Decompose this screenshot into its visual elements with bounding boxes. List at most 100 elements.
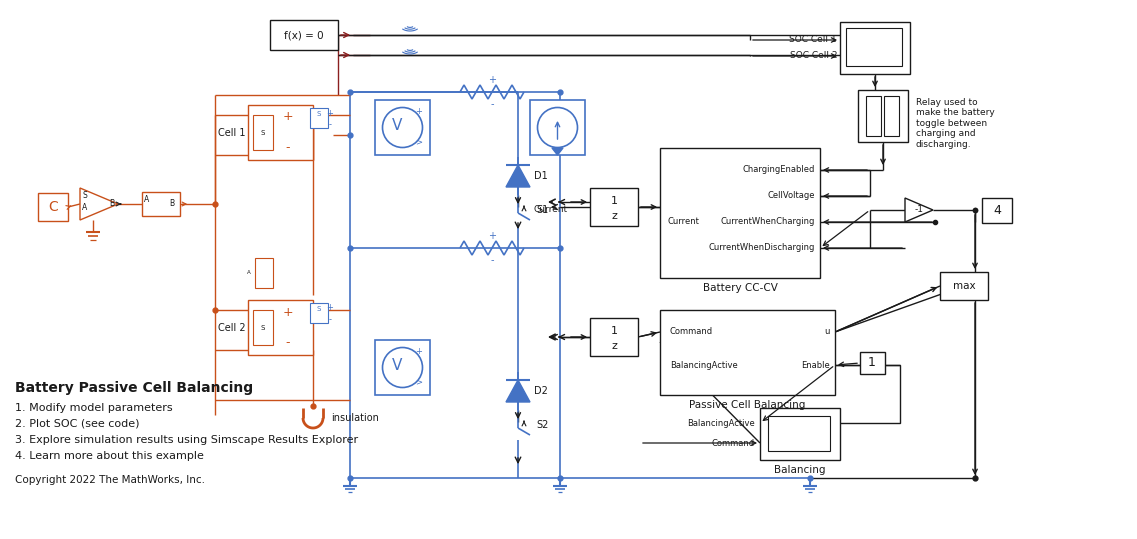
Text: -: -	[490, 99, 493, 109]
Text: SOC Cell 1: SOC Cell 1	[789, 36, 837, 45]
Text: 1. Modify model parameters: 1. Modify model parameters	[15, 403, 173, 413]
Text: -: -	[285, 142, 290, 155]
Text: S2: S2	[536, 420, 548, 430]
Text: Relay used to
make the battery
toggle between
charging and
discharging.: Relay used to make the battery toggle be…	[916, 98, 995, 149]
Bar	[883, 96, 899, 136]
Text: SOC Cell 2: SOC Cell 2	[789, 52, 837, 60]
Text: CurrentWhenCharging: CurrentWhenCharging	[721, 218, 815, 226]
Bar	[846, 28, 902, 66]
Text: 3. Explore simulation results using Simscape Results Explorer: 3. Explore simulation results using Sims…	[15, 435, 358, 445]
Text: S: S	[83, 191, 88, 201]
Text: 1: 1	[611, 196, 617, 206]
Bar	[310, 108, 327, 128]
Text: D1: D1	[534, 171, 548, 181]
Bar	[255, 258, 273, 288]
Text: Battery Passive Cell Balancing: Battery Passive Cell Balancing	[15, 381, 254, 395]
Polygon shape	[80, 188, 118, 220]
Text: Command: Command	[712, 439, 755, 447]
Text: +: +	[415, 348, 423, 356]
Text: >: >	[415, 377, 423, 386]
Text: B: B	[109, 199, 115, 209]
Text: +: +	[488, 75, 496, 85]
Bar	[590, 188, 638, 226]
Text: Battery CC-CV: Battery CC-CV	[703, 283, 778, 293]
Text: B: B	[169, 199, 175, 209]
Text: -1: -1	[914, 205, 923, 215]
Bar	[254, 310, 273, 345]
Text: +: +	[283, 110, 293, 123]
Polygon shape	[905, 198, 933, 222]
Bar	[760, 408, 840, 460]
Bar	[860, 352, 885, 374]
Text: -: -	[285, 336, 290, 349]
Text: +: +	[283, 306, 293, 319]
Bar	[375, 100, 430, 155]
Bar	[142, 192, 180, 216]
Text: BalancingActive: BalancingActive	[687, 418, 755, 427]
Text: f(x) = 0: f(x) = 0	[284, 30, 324, 40]
Bar	[982, 198, 1012, 223]
Text: 1: 1	[868, 356, 875, 370]
Text: Cell 1: Cell 1	[218, 128, 246, 138]
Text: Passive Cell Balancing: Passive Cell Balancing	[689, 400, 806, 410]
Text: u: u	[824, 328, 830, 336]
Bar	[254, 115, 273, 150]
Text: S1: S1	[536, 205, 548, 215]
Bar	[767, 416, 830, 451]
Bar	[590, 318, 638, 356]
Text: 1: 1	[611, 326, 617, 336]
Bar	[38, 193, 68, 221]
Text: >: >	[415, 137, 423, 147]
Text: ChargingEnabled: ChargingEnabled	[742, 165, 815, 175]
Text: Current: Current	[534, 205, 568, 215]
Text: Enable: Enable	[802, 361, 830, 370]
Text: insulation: insulation	[331, 413, 379, 423]
Bar	[866, 96, 881, 136]
Text: C: C	[48, 200, 58, 214]
Bar	[659, 148, 820, 278]
Bar	[530, 100, 586, 155]
Text: z: z	[611, 341, 617, 351]
Text: -: -	[490, 255, 493, 265]
Text: A: A	[82, 204, 88, 212]
Text: +: +	[326, 303, 333, 313]
Polygon shape	[551, 148, 563, 155]
Text: Cell 2: Cell 2	[218, 323, 246, 333]
Text: 4. Learn more about this example: 4. Learn more about this example	[15, 451, 204, 461]
Text: Copyright 2022 The MathWorks, Inc.: Copyright 2022 The MathWorks, Inc.	[15, 475, 205, 485]
Text: S: S	[317, 111, 321, 117]
Text: z: z	[611, 211, 617, 221]
Bar	[858, 90, 908, 142]
Text: +: +	[415, 107, 423, 116]
Text: A: A	[144, 196, 150, 204]
Text: +: +	[326, 108, 333, 118]
Text: S: S	[260, 130, 265, 136]
Text: V: V	[392, 119, 402, 134]
Text: 2. Plot SOC (see code): 2. Plot SOC (see code)	[15, 419, 140, 429]
Text: max: max	[953, 281, 976, 291]
Bar	[375, 340, 430, 395]
Bar	[248, 300, 313, 355]
Text: -: -	[329, 121, 332, 129]
Text: CellVoltage: CellVoltage	[767, 191, 815, 201]
Bar	[659, 310, 835, 395]
Bar	[940, 272, 988, 300]
Text: A: A	[247, 271, 251, 275]
Text: S: S	[260, 325, 265, 331]
Text: V: V	[392, 358, 402, 374]
Bar	[248, 105, 313, 160]
Text: 4: 4	[993, 204, 1001, 217]
Polygon shape	[506, 165, 530, 187]
Text: D2: D2	[534, 386, 548, 396]
Text: CurrentWhenDischarging: CurrentWhenDischarging	[708, 244, 815, 252]
Bar	[840, 22, 910, 74]
Text: S: S	[317, 306, 321, 312]
Text: Balancing: Balancing	[774, 465, 825, 475]
Bar	[310, 303, 327, 323]
Text: Current: Current	[669, 218, 700, 226]
Polygon shape	[506, 380, 530, 402]
Text: +: +	[488, 231, 496, 241]
Text: Command: Command	[670, 328, 713, 336]
Text: BalancingActive: BalancingActive	[670, 361, 738, 370]
Text: -: -	[329, 315, 332, 324]
